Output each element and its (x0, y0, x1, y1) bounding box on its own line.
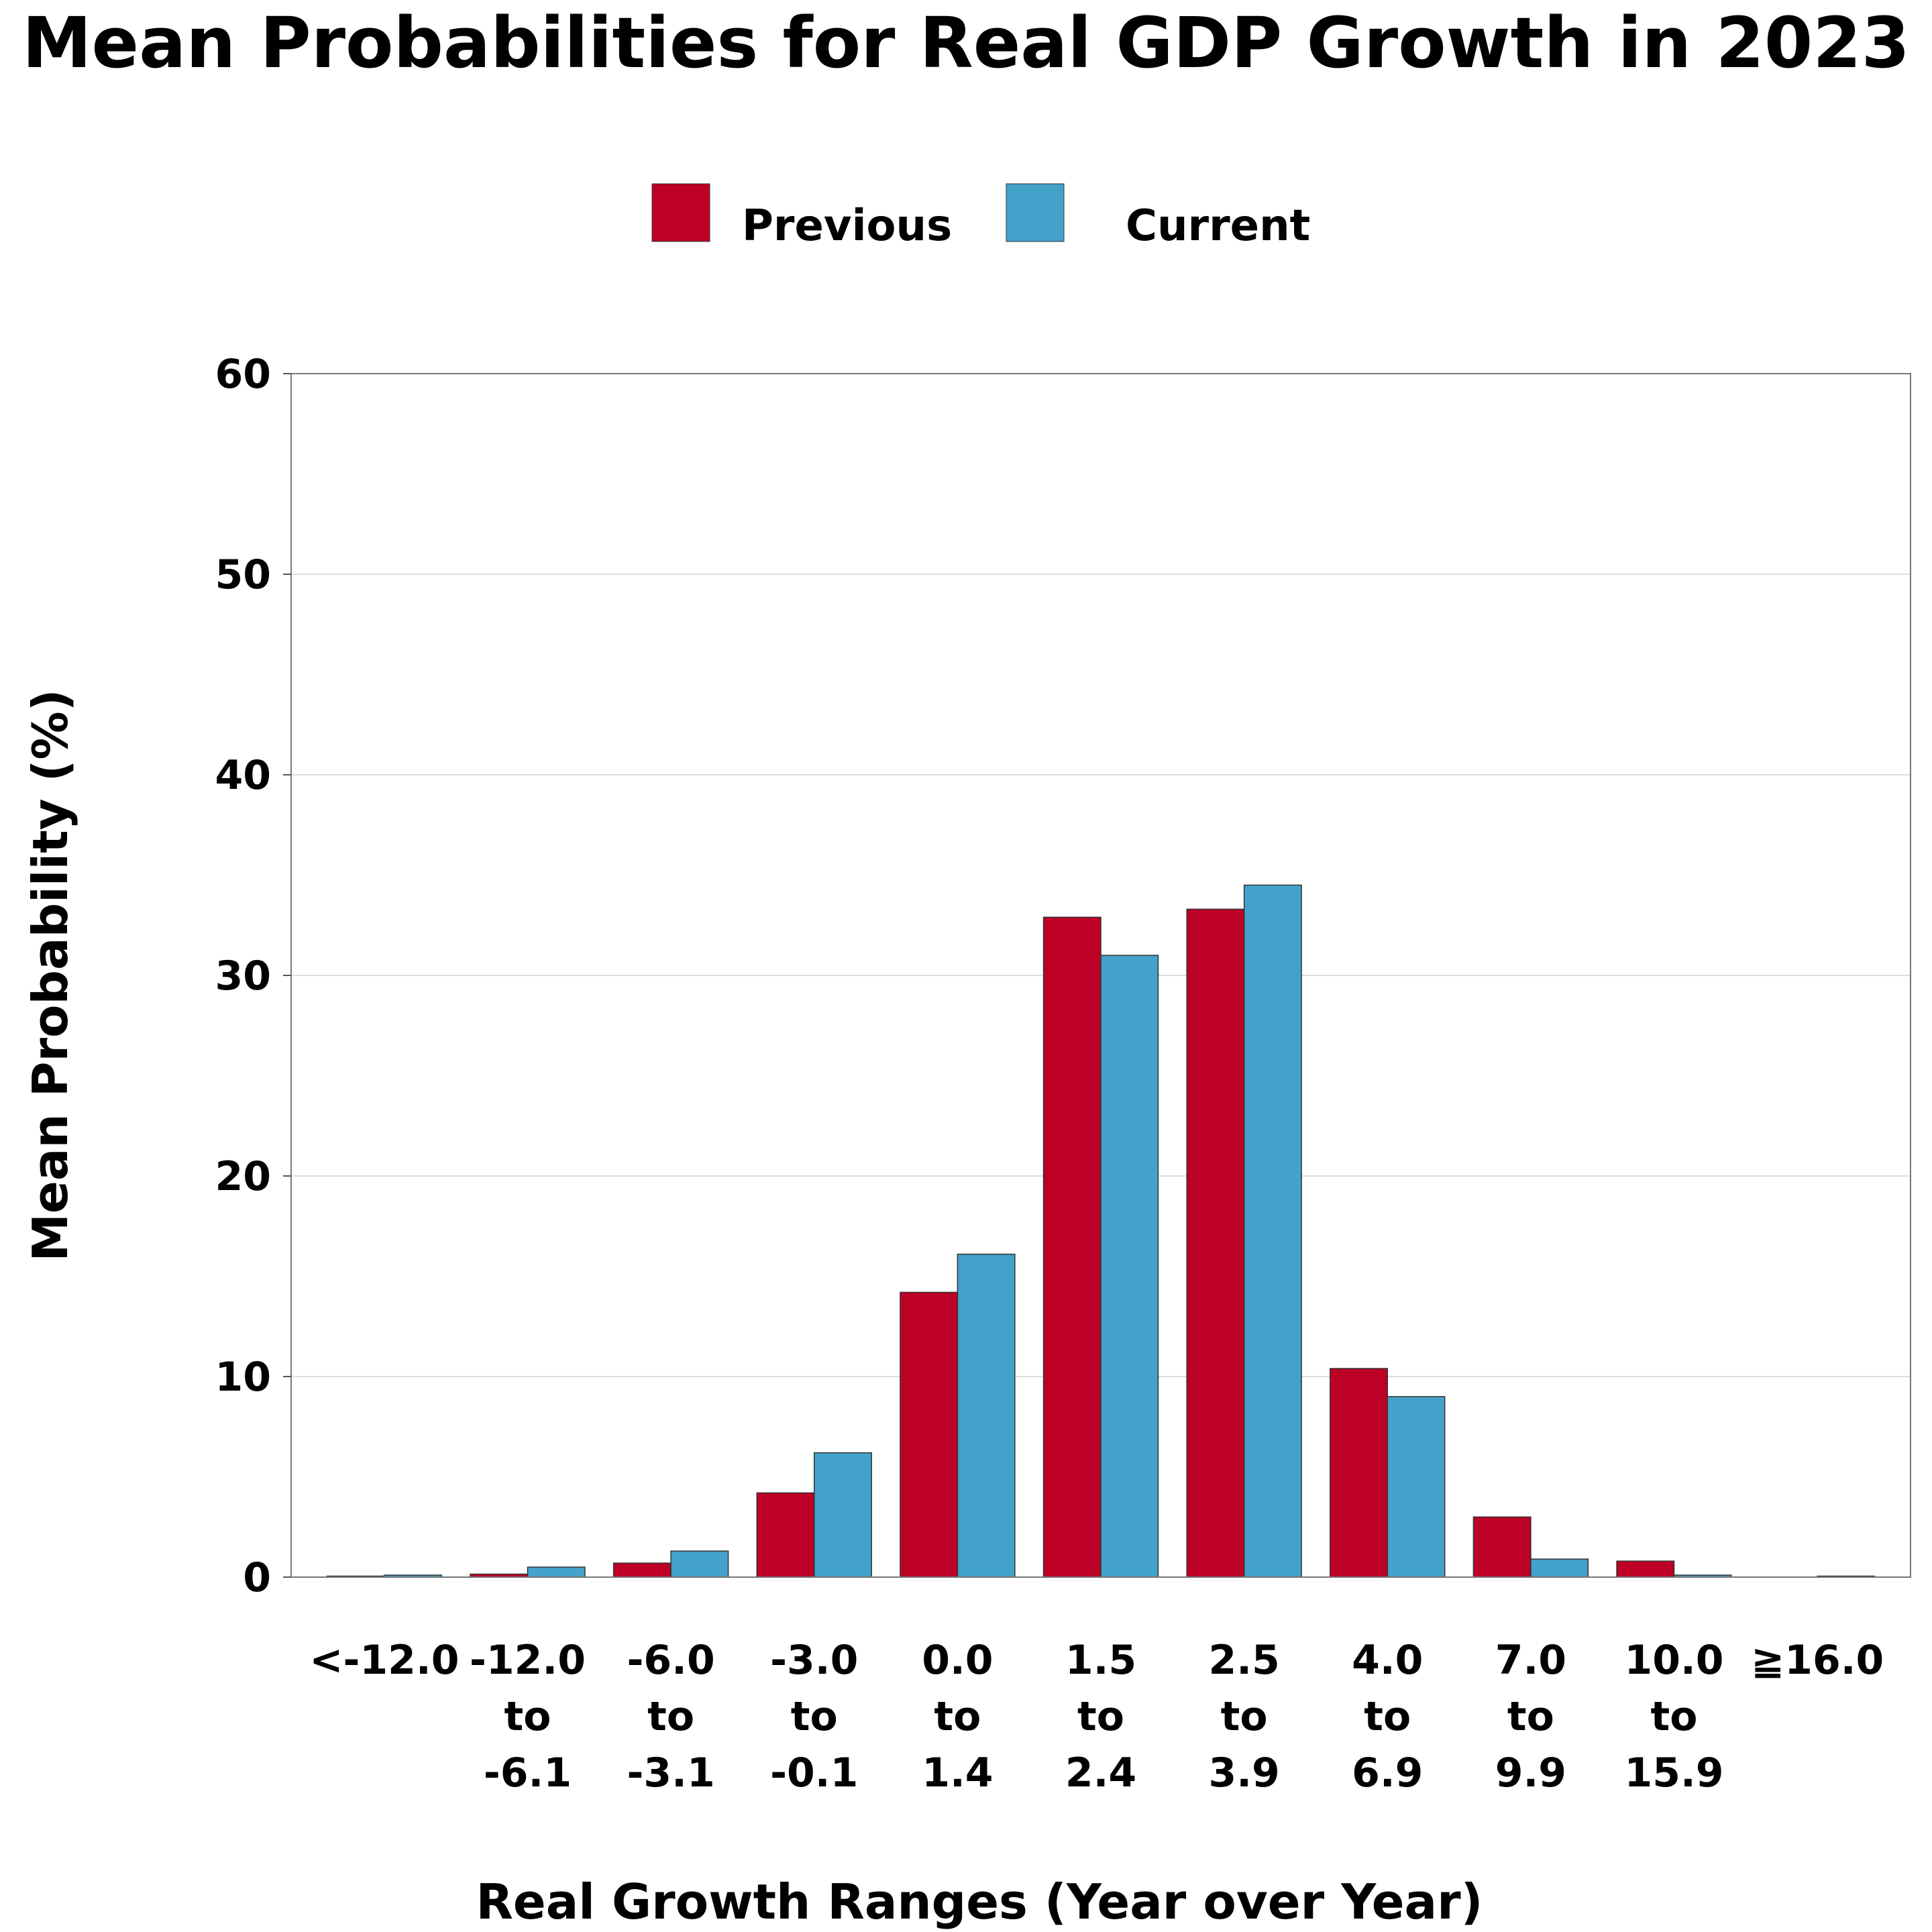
bars (326, 884, 1876, 1578)
x-tick-label: 7.0 to 9.9 (1495, 1637, 1566, 1796)
bar-previous (900, 1291, 959, 1578)
legend: Previous Current (651, 183, 1310, 251)
bar-previous (1330, 1368, 1389, 1578)
x-tick-label: 10.0 to 15.9 (1624, 1637, 1723, 1796)
y-axis-title: Mean Probability (%) (22, 689, 78, 1261)
x-axis: <-12.0 -12.0 to -6.1 -6.0 to -3.1 -3.0 to -0.1 0.0… (309, 1637, 1884, 1796)
x-tick-label: -12.0 to -6.1 (470, 1637, 586, 1796)
bar-current (1387, 1396, 1446, 1578)
bar-current (957, 1253, 1016, 1578)
y-tick-label: 60 (215, 351, 272, 398)
y-tick-label: 40 (215, 752, 272, 799)
legend-swatch-previous (651, 183, 710, 242)
y-tick-label: 10 (215, 1354, 272, 1401)
chart-title: Mean Probabilities for Real GDP Growth i… (22, 2, 1910, 84)
legend-label-previous: Previous (742, 201, 952, 251)
bar-previous (1616, 1560, 1675, 1578)
bar-current (527, 1566, 586, 1578)
bar-previous (1042, 916, 1102, 1578)
y-tick-label: 20 (215, 1153, 272, 1200)
x-tick-label: 4.0 to 6.9 (1352, 1637, 1423, 1796)
x-tick-label: 1.5 to 2.4 (1065, 1637, 1136, 1796)
x-tick-label: <-12.0 (309, 1637, 459, 1684)
bar-previous (1472, 1516, 1532, 1578)
bar-previous (612, 1562, 672, 1578)
x-tick-label: 2.5 to 3.9 (1208, 1637, 1279, 1796)
y-tick-label: 50 (215, 551, 272, 598)
y-tick-label: 30 (215, 953, 272, 1000)
bar-current (1100, 955, 1159, 1578)
bar-current (1530, 1558, 1589, 1578)
bar-current (670, 1550, 729, 1578)
x-tick-label: 0.0 to 1.4 (922, 1637, 993, 1796)
x-tick-label: -6.0 to -3.1 (627, 1637, 715, 1796)
legend-swatch-current (1006, 183, 1065, 242)
x-axis-title: Real Growth Ranges (Year over Year) (476, 1874, 1483, 1930)
y-axis: 0 10 20 30 40 50 60 (215, 351, 291, 1601)
bar-previous (756, 1492, 815, 1578)
bar-current (1243, 884, 1302, 1578)
legend-label-current: Current (1126, 201, 1310, 251)
bar-current (813, 1452, 872, 1578)
y-tick-label: 0 (243, 1554, 271, 1601)
x-tick-label: -3.0 to -0.1 (770, 1637, 858, 1796)
x-tick-label: ≧16.0 (1751, 1637, 1884, 1684)
bar-previous (1186, 908, 1245, 1578)
